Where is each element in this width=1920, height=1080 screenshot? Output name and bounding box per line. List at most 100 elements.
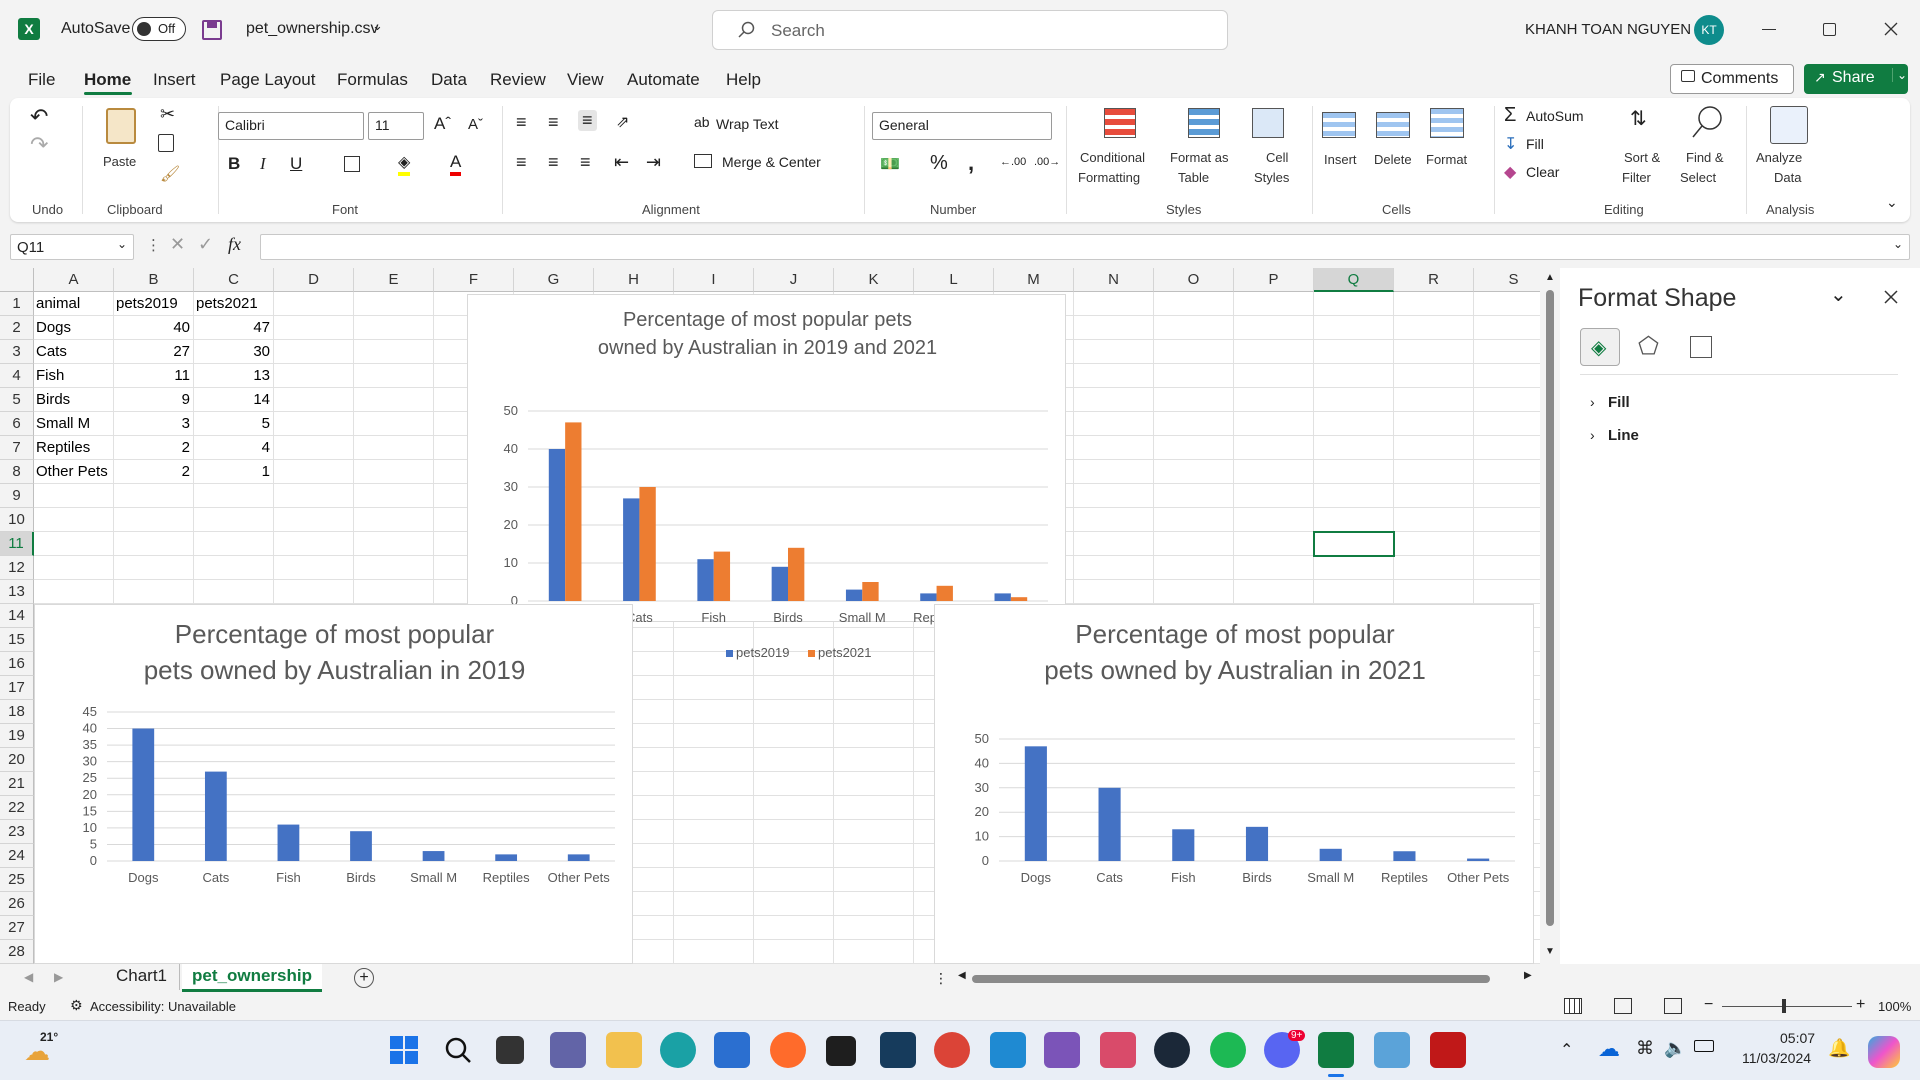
row-header[interactable]: 9 <box>0 484 34 508</box>
section-line[interactable]: Line <box>1608 427 1639 444</box>
section-fill[interactable]: Fill <box>1608 394 1630 411</box>
prev-sheet-icon[interactable]: ◀ <box>24 970 34 984</box>
row-header[interactable]: 13 <box>0 580 34 604</box>
search-box[interactable]: Search <box>712 10 1228 50</box>
table-cell[interactable]: animal <box>36 295 81 312</box>
table-cell[interactable]: Reptiles <box>36 439 91 456</box>
minimize-icon[interactable] <box>1762 29 1776 30</box>
tab-help[interactable]: Help <box>726 70 761 89</box>
cell-styles-icon[interactable] <box>1252 108 1284 138</box>
row-header[interactable]: 26 <box>0 892 34 916</box>
column-header[interactable]: F <box>434 268 514 292</box>
row-header[interactable]: 10 <box>0 508 34 532</box>
close-icon[interactable] <box>1884 290 1898 304</box>
row-header[interactable]: 21 <box>0 772 34 796</box>
column-header[interactable]: N <box>1074 268 1154 292</box>
row-header[interactable]: 2 <box>0 316 34 340</box>
insert-cells-label[interactable]: Insert <box>1324 152 1357 167</box>
select-all-corner[interactable] <box>0 268 34 292</box>
vertical-scrollbar[interactable]: ▲ ▼ <box>1540 268 1560 964</box>
insert-cells-icon[interactable] <box>1322 112 1356 138</box>
redo-icon[interactable]: ↷ <box>30 132 49 157</box>
comments-button[interactable]: Comments <box>1670 64 1794 94</box>
find-select-label-2[interactable]: Select <box>1680 170 1717 185</box>
row-header[interactable]: 4 <box>0 364 34 388</box>
wifi-icon[interactable]: ⌘ <box>1636 1038 1654 1058</box>
clock-date[interactable]: 11/03/2024 <box>1742 1050 1812 1066</box>
table-cell[interactable]: pets2019 <box>116 295 178 312</box>
zoom-slider[interactable] <box>1722 999 1852 1013</box>
wrap-text-icon[interactable]: ab <box>694 114 710 130</box>
scroll-up-icon[interactable]: ▲ <box>1545 272 1555 283</box>
tab-formulas[interactable]: Formulas <box>337 70 408 89</box>
tab-page-layout[interactable]: Page Layout <box>220 70 316 89</box>
table-cell[interactable]: 5 <box>261 415 270 432</box>
onedrive-icon[interactable]: ☁ <box>1598 1036 1620 1061</box>
bold-icon[interactable]: B <box>228 154 241 173</box>
fill-label[interactable]: Fill <box>1526 136 1544 152</box>
table-cell[interactable]: 40 <box>173 319 190 336</box>
row-header[interactable]: 12 <box>0 556 34 580</box>
chevron-down-icon[interactable]: ⌄ <box>1830 284 1847 306</box>
row-header[interactable]: 18 <box>0 700 34 724</box>
name-box[interactable]: Q11 ⌄ <box>10 234 134 260</box>
row-header[interactable]: 23 <box>0 820 34 844</box>
worksheet-grid[interactable]: A B C D E F G H I J K L M N O P Q R S 1 2 3 4 5 6 7 8 9 10 11 12 13 14 15… <box>0 268 1540 964</box>
tab-data[interactable]: Data <box>431 70 467 89</box>
table-cell[interactable]: 9 <box>181 391 190 408</box>
row-header[interactable]: 19 <box>0 724 34 748</box>
copy-icon[interactable] <box>158 134 174 152</box>
sort-filter-icon[interactable]: ⇅ <box>1630 108 1647 130</box>
paste-label[interactable]: Paste <box>103 154 137 169</box>
chart-2021[interactable]: Percentage of most popular pets owned by… <box>934 604 1534 964</box>
autosum-label[interactable]: AutoSum <box>1526 108 1584 124</box>
table-cell[interactable]: 13 <box>253 367 270 384</box>
edge-icon[interactable] <box>660 1032 696 1068</box>
find-select-icon[interactable] <box>1690 104 1726 140</box>
column-header[interactable]: M <box>994 268 1074 292</box>
excel-taskbar-icon[interactable] <box>1318 1032 1354 1068</box>
tab-automate[interactable]: Automate <box>627 70 700 89</box>
chevron-right-icon[interactable]: › <box>1590 427 1595 443</box>
column-header[interactable]: P <box>1234 268 1314 292</box>
column-header[interactable]: C <box>194 268 274 292</box>
row-header[interactable]: 25 <box>0 868 34 892</box>
border-icon[interactable] <box>344 156 360 172</box>
column-header[interactable]: K <box>834 268 914 292</box>
save-icon[interactable] <box>202 20 222 40</box>
page-layout-view-icon[interactable] <box>1614 998 1632 1014</box>
fill-color-icon[interactable]: ◈ <box>398 152 411 176</box>
orientation-icon[interactable]: ⇗ <box>616 114 630 131</box>
scroll-left-icon[interactable]: ◀ <box>958 970 966 981</box>
avatar[interactable]: KT <box>1694 15 1724 45</box>
fill-line-tab[interactable]: ◈ <box>1580 328 1620 366</box>
add-sheet-icon[interactable]: + <box>354 968 374 988</box>
column-header[interactable]: S <box>1474 268 1540 292</box>
row-header[interactable]: 15 <box>0 628 34 652</box>
size-properties-tab-icon[interactable] <box>1690 336 1712 358</box>
chrome-icon[interactable] <box>934 1032 970 1068</box>
table-cell[interactable]: Birds <box>36 391 71 408</box>
tab-review[interactable]: Review <box>490 70 546 89</box>
number-format-select[interactable]: General <box>872 112 1052 140</box>
column-header[interactable]: L <box>914 268 994 292</box>
search-icon[interactable] <box>444 1036 472 1064</box>
more-options-icon[interactable]: ⋮ <box>146 237 161 254</box>
grid-canvas[interactable]: A B C D E F G H I J K L M N O P Q R S 1 2 3 4 5 6 7 8 9 10 11 12 13 14 15… <box>0 268 1540 964</box>
table-cell[interactable]: Other Pets <box>36 463 108 480</box>
notification-icon[interactable]: 🔔 <box>1828 1038 1851 1058</box>
table-cell[interactable]: 2 <box>181 439 190 456</box>
scroll-thumb[interactable] <box>1546 290 1554 926</box>
column-header[interactable]: E <box>354 268 434 292</box>
active-cell[interactable] <box>1313 531 1395 557</box>
table-cell[interactable]: 27 <box>173 343 190 360</box>
firefox-icon[interactable] <box>770 1032 806 1068</box>
table-cell[interactable]: 14 <box>253 391 270 408</box>
table-cell[interactable]: 30 <box>253 343 270 360</box>
scroll-thumb[interactable] <box>972 975 1490 983</box>
horizontal-scrollbar[interactable]: ◀ ▶ <box>958 970 1538 986</box>
row-header[interactable]: 6 <box>0 412 34 436</box>
align-middle-icon[interactable]: ≡ <box>548 112 559 132</box>
accounting-icon[interactable]: 💵 <box>880 156 900 173</box>
table-cell[interactable]: Cats <box>36 343 67 360</box>
